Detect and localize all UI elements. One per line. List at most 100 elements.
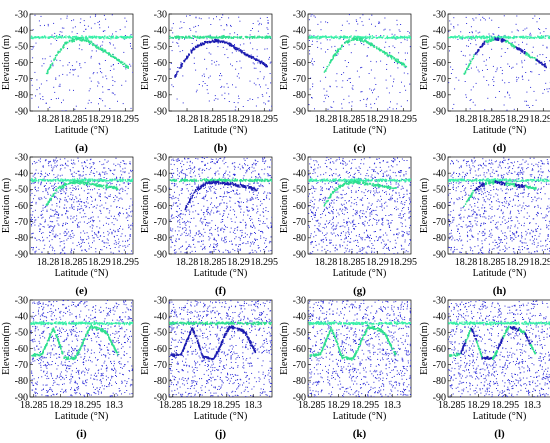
noise-photon	[237, 226, 239, 228]
noise-photon	[231, 163, 233, 165]
noise-photon	[51, 246, 53, 248]
noise-photon	[190, 246, 192, 248]
noise-photon	[184, 38, 185, 40]
noise-photon	[259, 185, 261, 187]
noise-photon	[219, 75, 221, 77]
noise-photon	[70, 252, 72, 254]
noise-photon	[112, 33, 113, 35]
noise-photon	[206, 200, 208, 202]
seafloor-photon	[116, 187, 118, 190]
noise-photon	[132, 71, 133, 73]
noise-photon	[182, 178, 183, 180]
noise-photon	[66, 189, 68, 191]
noise-photon	[308, 104, 310, 106]
noise-photon	[483, 18, 485, 19]
noise-photon	[493, 33, 495, 35]
noise-photon	[320, 29, 322, 31]
noise-photon	[44, 244, 46, 246]
seafloor-photon	[521, 51, 523, 53]
noise-photon	[261, 169, 263, 171]
noise-photon	[110, 183, 112, 185]
noise-photon	[94, 199, 96, 201]
surface-photon	[30, 179, 32, 181]
noise-photon	[355, 19, 357, 21]
noise-photon	[79, 201, 81, 203]
y-tick-label: -60	[154, 58, 167, 69]
x-tick-label: 18.295	[112, 257, 140, 268]
noise-photon	[538, 74, 540, 75]
noise-photon	[77, 200, 79, 202]
noise-photon	[125, 68, 127, 70]
surface-photon	[316, 38, 318, 40]
noise-photon	[521, 76, 523, 78]
surface-photon	[323, 35, 325, 38]
noise-photon	[542, 92, 544, 94]
y-tick-label: -90	[15, 106, 28, 117]
noise-photon	[130, 169, 131, 171]
seafloor-photon	[56, 190, 58, 192]
noise-photon	[33, 161, 35, 162]
seafloor-photon	[518, 47, 520, 49]
noise-photon	[91, 166, 93, 168]
noise-photon	[68, 235, 70, 237]
noise-photon	[41, 232, 42, 234]
noise-photon	[49, 246, 51, 248]
noise-photon	[227, 250, 229, 251]
noise-photon	[114, 94, 116, 96]
seafloor-photon	[53, 58, 55, 60]
x-axis-title: Latitude (°N)	[55, 268, 109, 279]
noise-photon	[190, 167, 192, 169]
noise-photon	[172, 176, 174, 178]
noise-photon	[101, 249, 103, 251]
noise-photon	[251, 166, 253, 168]
surface-photon	[316, 36, 318, 38]
noise-photon	[30, 220, 32, 222]
surface-photon	[320, 37, 322, 39]
noise-photon	[103, 236, 105, 237]
noise-photon	[504, 96, 506, 98]
surface-photon	[198, 36, 201, 38]
noise-photon	[339, 37, 341, 39]
noise-photon	[182, 102, 184, 104]
noise-photon	[31, 48, 33, 50]
noise-photon	[119, 166, 121, 168]
seafloor-photon	[73, 182, 75, 184]
seafloor-photon	[486, 41, 488, 44]
noise-photon	[65, 231, 67, 233]
noise-photon	[223, 86, 225, 88]
seafloor-photon	[402, 63, 405, 65]
noise-photon	[197, 25, 199, 27]
noise-photon	[226, 24, 228, 25]
noise-photon	[45, 159, 47, 161]
noise-photon	[55, 98, 57, 100]
noise-photon	[486, 80, 488, 81]
seafloor-photon	[243, 52, 245, 54]
surface-photon	[77, 180, 80, 182]
noise-photon	[104, 253, 106, 254]
noise-photon	[63, 182, 65, 184]
surface-photon	[125, 36, 127, 38]
noise-photon	[112, 92, 114, 94]
noise-photon	[59, 198, 61, 200]
surface-photon	[342, 36, 344, 38]
noise-photon	[177, 221, 179, 223]
surface-photon	[338, 36, 341, 38]
surface-photon	[319, 35, 322, 38]
seafloor-photon	[245, 54, 247, 57]
surface-photon	[231, 37, 233, 39]
noise-photon	[392, 108, 394, 110]
noise-photon	[87, 202, 89, 204]
noise-photon	[66, 233, 68, 235]
noise-photon	[532, 105, 534, 106]
noise-photon	[330, 106, 332, 108]
noise-photon	[56, 214, 58, 215]
noise-photon	[236, 34, 238, 36]
surface-photon	[244, 36, 246, 38]
seafloor-photon	[544, 63, 546, 65]
noise-photon	[40, 223, 42, 225]
noise-photon	[78, 160, 79, 162]
noise-photon	[122, 207, 124, 209]
noise-photon	[243, 175, 245, 177]
noise-photon	[195, 16, 197, 18]
noise-photon	[31, 84, 33, 86]
